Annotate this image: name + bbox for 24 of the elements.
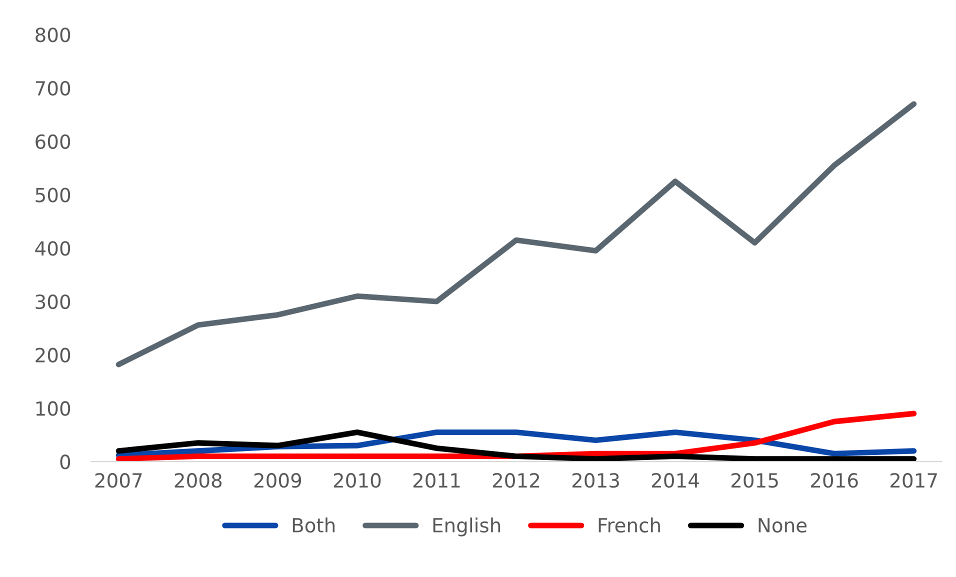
legend-label: None: [758, 518, 807, 533]
x-tick-label: 2014: [652, 473, 699, 488]
x-tick-label: 2015: [731, 473, 778, 488]
y-tick-label: 300: [36, 294, 70, 310]
x-tick-label: 2008: [174, 473, 222, 488]
y-tick-label: 800: [36, 28, 70, 42]
x-tick-label: 2011: [413, 473, 460, 488]
x-tick-label: 2017: [890, 473, 937, 488]
y-tick-label: 600: [36, 134, 70, 150]
y-tick-label: 500: [36, 188, 70, 202]
legend-label: English: [433, 518, 500, 536]
legend-label: Both: [292, 518, 335, 533]
x-tick-label: 2009: [254, 473, 302, 488]
y-tick-label: 0: [60, 454, 70, 470]
legend-label: French: [598, 518, 660, 533]
x-tick-label: 2010: [334, 473, 381, 488]
x-tick-label: 2016: [810, 473, 858, 488]
y-tick-label: 700: [36, 80, 70, 96]
x-tick-label: 2012: [492, 473, 540, 488]
y-tick-label: 400: [35, 241, 70, 256]
x-tick-label: 2013: [572, 473, 619, 488]
x-tick-label: 2007: [95, 473, 142, 488]
y-tick-label: 200: [36, 348, 70, 363]
y-tick-label: 100: [36, 401, 70, 416]
